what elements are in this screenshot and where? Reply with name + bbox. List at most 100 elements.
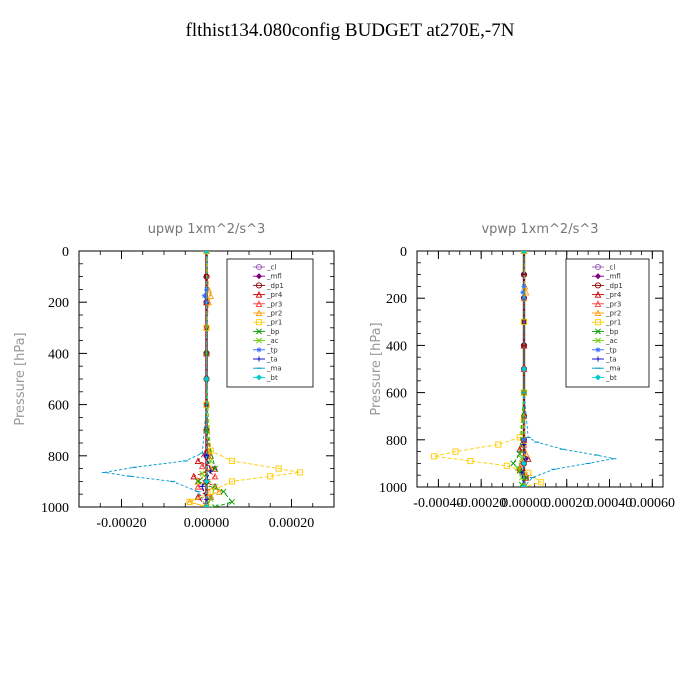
plot-panel-1: upwp 1xm^2/s^3 Pressure [hPa] 0 200 400 600 80…: [13, 222, 335, 531]
legend-label: _cl: [605, 264, 615, 272]
y-tick-label: 800: [386, 434, 407, 449]
legend-marker: [595, 347, 601, 353]
legend-label: _dp1: [266, 282, 284, 290]
legend: _cl_mfl_dp1_pr4_pr3_pr2_pr1_bp_ac_tp_ta_…: [226, 258, 314, 388]
legend-marker: [594, 300, 602, 307]
y-tick-label: 200: [48, 296, 69, 311]
data-point_tp: [520, 289, 526, 295]
legend-marker: [595, 337, 601, 344]
legend-marker: [255, 300, 263, 307]
legend-marker: [255, 309, 263, 317]
legend-label: _ma: [266, 365, 282, 373]
legend-label: _tp: [266, 346, 278, 354]
data-point_pr3: [194, 482, 202, 490]
x-tick-label: 0.00000: [184, 516, 230, 531]
data-point_bt: [203, 251, 210, 255]
legend-label: _mfl: [605, 273, 621, 281]
data-point_bp: [510, 460, 517, 467]
legend-marker: [255, 290, 263, 298]
legend-label: _pr1: [605, 319, 621, 327]
data-point_ac: [207, 458, 214, 464]
series-group: [431, 251, 617, 487]
legend-marker: [256, 337, 262, 344]
y-tick-label: 400: [48, 347, 69, 362]
data-point_pr3: [211, 472, 219, 480]
data-point_pr4: [211, 464, 219, 472]
data-point_bt: [203, 375, 210, 383]
data-point_pr1: [267, 473, 274, 480]
legend-marker: [595, 328, 601, 335]
y-tick-label: 200: [386, 292, 407, 307]
data-point_bt: [520, 365, 527, 373]
legend-label: _pr2: [605, 310, 621, 318]
data-point_ac: [514, 465, 521, 472]
legend-marker: [594, 263, 602, 271]
legend-box: [565, 258, 650, 388]
legend-marker: [594, 374, 602, 381]
legend-label: _ta: [266, 356, 278, 364]
data-point_tp: [521, 437, 527, 443]
legend-marker: [594, 290, 602, 298]
page-title: flthist134.080config BUDGET at270E,-7N: [185, 20, 515, 41]
plot-title: upwp 1xm^2/s^3: [148, 222, 266, 237]
data-point_pr2: [194, 477, 202, 485]
series-line_ta: [521, 251, 527, 487]
legend-marker: [256, 328, 262, 335]
plot-title: vpwp 1xm^2/s^3: [481, 222, 598, 237]
data-point_bp: [516, 451, 523, 457]
legend-box: [226, 258, 314, 388]
x-tick-label: -0.00020: [96, 516, 146, 531]
data-point_bp: [229, 498, 235, 505]
legend-label: _pr4: [605, 291, 622, 299]
data-point_pr1: [228, 457, 236, 464]
legend-label: _ma: [605, 365, 621, 373]
y-tick-label: 600: [48, 399, 69, 414]
y-tick-label: 400: [386, 339, 407, 354]
data-point_pr1: [186, 498, 193, 505]
legend-marker: [255, 319, 263, 326]
legend-label: _pr3: [266, 300, 282, 308]
x-tick-label: 0.00020: [269, 516, 315, 531]
legend-label: _bp: [266, 328, 280, 336]
data-point_bp: [195, 478, 201, 485]
legend-marker: [595, 356, 601, 362]
data-point_pr1: [495, 441, 502, 448]
data-point_bp: [212, 504, 218, 507]
legend-marker: [256, 356, 262, 362]
data-point_pr1: [275, 465, 282, 472]
x-tick-label: 0.00060: [630, 496, 676, 511]
y-tick-label: 1000: [379, 481, 407, 496]
data-point_bt: [203, 478, 210, 485]
data-point_bp: [220, 488, 227, 495]
plot-panel-2: vpwp 1xm^2/s^3 Pressure [hPa] 0 200 400 600 80…: [369, 222, 675, 511]
data-point_ac: [212, 483, 218, 490]
legend-label: _pr1: [266, 319, 282, 327]
y-tick-label: 0: [400, 245, 407, 260]
series-line_ma: [104, 251, 207, 507]
data-point_ta: [199, 483, 205, 490]
y-axis-label: Pressure [hPa]: [369, 322, 384, 415]
data-point_tp: [201, 293, 207, 299]
y-axis-label: Pressure [hPa]: [13, 332, 28, 425]
data-point_ta: [208, 468, 214, 474]
y-tick-label: 1000: [41, 501, 69, 516]
data-point_pr1: [431, 453, 438, 460]
data-point_pr1: [296, 469, 304, 476]
legend-marker: [255, 263, 263, 271]
data-point_pr1: [228, 478, 236, 485]
data-point_pr2: [215, 488, 223, 495]
legend-marker: [594, 273, 602, 280]
legend-marker: [256, 347, 262, 353]
data-point_bt: [520, 483, 527, 487]
x-tick-label: -0.00040: [413, 496, 463, 511]
data-point_bt: [203, 503, 210, 507]
y-tick-label: 600: [386, 387, 407, 402]
data-point_pr1: [538, 479, 545, 486]
data-point_pr4: [190, 472, 198, 480]
legend-label: _mfl: [266, 273, 282, 281]
legend-label: _bt: [266, 374, 278, 382]
data-point_bt: [520, 460, 527, 467]
x-tick-label: 0.00000: [501, 496, 547, 511]
data-point_pr3: [198, 462, 206, 470]
data-point_bp: [212, 465, 218, 472]
